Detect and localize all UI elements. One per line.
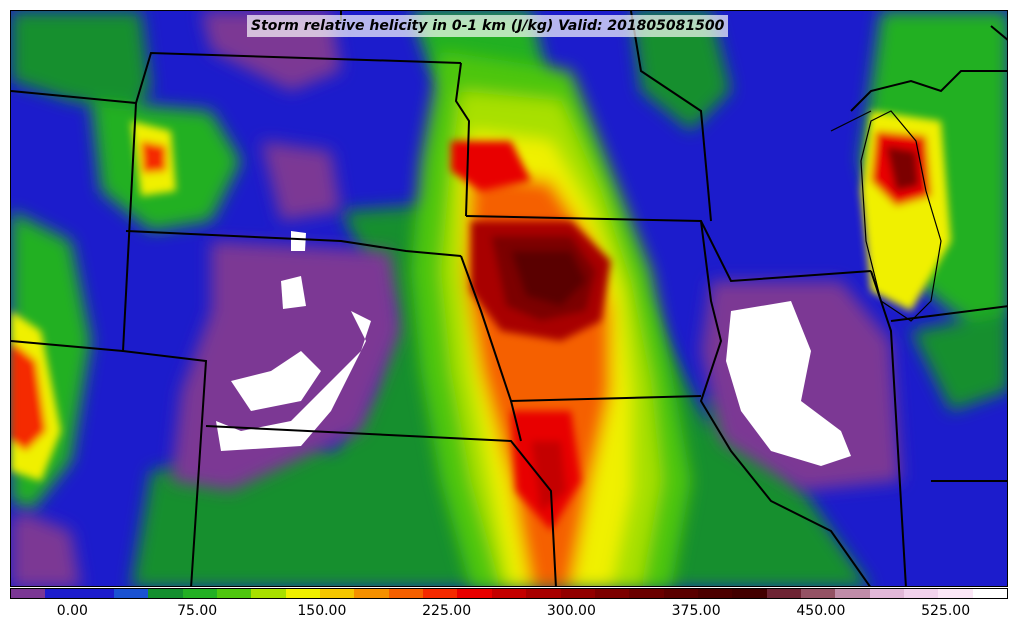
colorbar [10,588,1008,599]
colorbar-swatch [79,589,115,598]
state-boundaries [11,11,1007,586]
colorbar-swatch [457,589,492,598]
colorbar-tick-label: 225.00 [422,603,472,619]
colorbar-swatch [182,589,218,598]
colorbar-swatch [938,589,973,598]
intense-core [451,141,611,531]
helicity-map [11,11,1007,586]
colorbar-swatch [697,589,733,598]
lake-shorelines [830,110,942,322]
colorbar-swatch [526,589,561,598]
colorbar-tick-label: 0.00 [56,603,88,619]
colorbar-tick-label: 525.00 [921,603,971,619]
map-title: Storm relative helicity in 0-1 km (J/kg)… [247,15,729,37]
colorbar-tick-label: 450.00 [796,603,846,619]
colorbar-swatch [732,589,767,598]
colorbar-tick-label: 375.00 [671,603,721,619]
east-core [11,111,951,481]
colorbar-tick-label: 150.00 [297,603,347,619]
colorbar-swatch [629,589,664,598]
colorbar-swatch [835,589,870,598]
colorbar-swatch [903,589,939,598]
colorbar-swatch [491,589,527,598]
colorbar-swatch [217,589,252,598]
map-frame [10,10,1008,587]
colorbar-swatch [45,589,80,598]
minimum-helicity-patches [216,231,851,466]
colorbar-swatch [869,589,904,598]
colorbar-swatch [320,589,355,598]
colorbar-swatch [766,589,801,598]
colorbar-tick-label: 75.00 [177,603,218,619]
colorbar-swatch [388,589,424,598]
colorbar-swatch [11,589,46,598]
colorbar-swatch [594,589,630,598]
colorbar-swatch [354,589,389,598]
colorbar-swatch [800,589,836,598]
colorbar-swatch [148,589,183,598]
colorbar-ticks: 0.00 75.00 150.00 225.00 300.00 375.00 450.00 5… [0,600,1018,630]
colorbar-swatch [285,589,321,598]
colorbar-tick-label: 300.00 [546,603,596,619]
colorbar-swatch [972,589,1007,598]
colorbar-swatch [663,589,698,598]
colorbar-swatch [560,589,595,598]
colorbar-swatch [423,589,458,598]
colorbar-swatch [114,589,149,598]
colorbar-swatch [251,589,286,598]
